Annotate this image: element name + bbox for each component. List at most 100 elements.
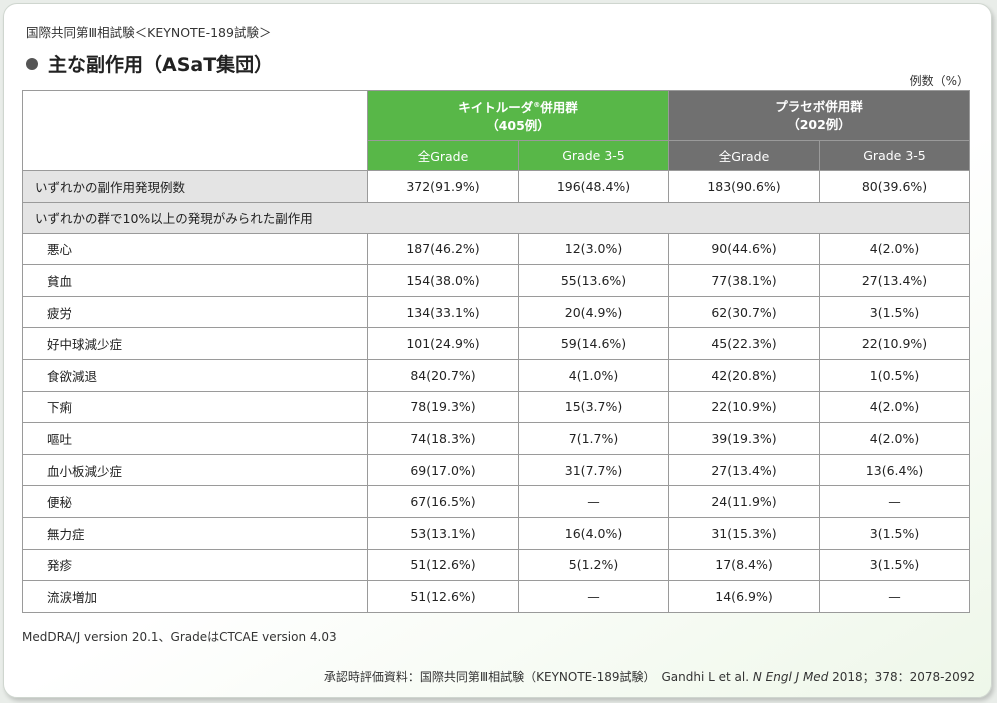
group1-suffix: 併用群 [540,100,578,116]
table-row: 下痢 78(19.3%) 15(3.7%) 22(10.9%) 4(2.0%) [22,390,971,424]
overall-g2-all: 183(90.6%) [668,170,820,203]
overall-label: いずれかの副作用発現例数 [22,170,368,203]
cell-g1-all: 53(13.1%) [367,516,519,550]
header-blank-cell [22,90,368,171]
table-row: 悪心 187(46.2%) 12(3.0%) 90(44.6%) 4(2.0%) [22,232,971,266]
adverse-events-table: キイトルーダ®併用群 （405例） プラセボ併用群 （202例） 全Grade … [21,90,971,613]
source-prefix: 承認時評価資料：国際共同第Ⅲ相試験（KEYNOTE-189試験） Gandhi … [323,670,750,684]
cell-g2-g35: 13(6.4%) [818,453,971,487]
cell-g1-all: 84(20.7%) [367,358,519,392]
source-citation: 承認時評価資料：国際共同第Ⅲ相試験（KEYNOTE-189試験） Gandhi … [324,668,975,685]
row-label: 血小板減少症 [22,453,368,487]
cell-g1-g35: — [518,580,669,613]
table-row: 疲労 134(33.1%) 20(4.9%) 62(30.7%) 3(1.5%) [22,295,971,329]
group1-name: キイトルーダ [458,100,534,116]
row-label: 貧血 [22,264,368,297]
cell-g1-all: 187(46.2%) [367,232,519,266]
cell-g1-g35: — [518,485,669,518]
overall-g2-g35: 80(39.6%) [818,170,971,203]
page-title-text: 主な副作用（ASaT集団） [48,54,274,76]
pre-title: 国際共同第Ⅲ相試験＜KEYNOTE-189試験＞ [26,25,272,40]
row-label: 下痢 [22,390,368,424]
cell-g1-all: 67(16.5%) [367,485,519,518]
group1-reg: ® [533,100,541,109]
cell-g2-g35: 4(2.0%) [818,422,971,455]
table-row: 便秘 67(16.5%) —24(11.9%) — [22,485,971,518]
cell-g1-all: 154(38.0%) [367,264,519,297]
cell-g1-g35: 55(13.6%) [518,264,669,297]
cell-g2-g35: 3(1.5%) [818,295,971,329]
bullet-icon [26,57,38,70]
cell-g2-all: 45(22.3%) [668,327,820,360]
row-label: 食欲減退 [22,358,368,392]
cell-g1-all: 51(12.6%) [367,580,519,613]
group1-n: （405例） [486,118,550,134]
cell-g1-g35: 7(1.7%) [518,422,669,455]
table-row: 好中球減少症 101(24.9%) 59(14.6%) 45(22.3%) 22(10.… [22,327,971,360]
cell-g2-g35: 4(2.0%) [818,232,971,266]
row-label: 嘔吐 [22,422,368,455]
cell-g1-all: 74(18.3%) [367,422,519,455]
cell-g2-g35: — [818,580,971,613]
row-label: 便秘 [22,485,368,518]
group2-name: プラセボ併用群 [775,98,863,114]
row-label: 無力症 [22,516,368,550]
overall-g1-all: 372(91.9%) [367,170,519,203]
cell-g2-g35: 3(1.5%) [818,516,971,550]
header-group2: プラセボ併用群 （202例） [667,90,971,141]
cell-g1-g35: 12(3.0%) [518,232,669,266]
cell-g2-all: 62(30.7%) [668,295,820,329]
table-row: 食欲減退 84(20.7%) 4(1.0%) 42(20.8%) 1(0.5%) [22,358,971,392]
row-label: 悪心 [22,232,368,266]
overall-row: いずれかの副作用発現例数 372(91.9%) 196(48.4%) 183(9… [22,170,971,203]
unit-label: 例数（%） [909,74,969,88]
cell-g2-g35: 3(1.5%) [818,548,971,582]
cell-g1-g35: 31(7.7%) [518,453,669,487]
footnote: MedDRA/J version 20.1、GradeはCTCAE versio… [22,630,337,644]
section-label: いずれかの群で10%以上の発現がみられた副作用 [21,201,971,234]
table-row: 発疹 51(12.6%) 5(1.2%) 17(8.4%) 3(1.5%) [22,548,971,582]
section-row: いずれかの群で10%以上の発現がみられた副作用 [21,201,971,234]
table-row: 血小板減少症 69(17.0%) 31(7.7%) 27(13.4%) 13(6.4%) [22,453,971,487]
header-group1: キイトルーダ®併用群 （405例） [367,90,669,141]
cell-g1-g35: 59(14.6%) [518,327,669,360]
cell-g2-all: 90(44.6%) [668,232,820,266]
cell-g2-all: 27(13.4%) [668,453,820,487]
row-label: 疲労 [22,295,368,329]
cell-g1-all: 134(33.1%) [367,295,519,329]
cell-g1-g35: 5(1.2%) [518,548,669,582]
cell-g1-g35: 4(1.0%) [518,358,669,392]
cell-g1-g35: 20(4.9%) [518,295,669,329]
group2-n: （202例） [787,116,851,132]
cell-g1-all: 51(12.6%) [367,548,519,582]
source-journal: N Engl J Med [752,670,829,684]
cell-g2-all: 77(38.1%) [668,264,820,297]
header-g2-g35: Grade 3-5 [818,140,971,171]
row-label: 好中球減少症 [22,327,368,360]
cell-g2-all: 22(10.9%) [668,390,820,424]
cell-g2-all: 31(15.3%) [668,516,820,550]
cell-g2-all: 24(11.9%) [668,485,820,518]
table-row: 嘔吐 74(18.3%) 7(1.7%) 39(19.3%) 4(2.0%) [22,422,971,455]
cell-g2-g35: 27(13.4%) [818,264,971,297]
cell-g2-all: 14(6.9%) [668,580,820,613]
source-suffix: 2018；378：2078-2092 [832,670,975,684]
cell-g1-all: 101(24.9%) [367,327,519,360]
cell-g2-g35: 22(10.9%) [818,327,971,360]
cell-g2-g35: 1(0.5%) [818,358,971,392]
cell-g2-all: 42(20.8%) [668,358,820,392]
header-g2-all: 全Grade [668,140,820,171]
page-title: 主な副作用（ASaT集団） [26,50,273,77]
header-g1-all: 全Grade [367,140,519,171]
table-row: 貧血 154(38.0%) 55(13.6%) 77(38.1%) 27(13.4%) [22,264,971,297]
cell-g2-g35: 4(2.0%) [818,390,971,424]
cell-g1-all: 78(19.3%) [367,390,519,424]
cell-g1-g35: 16(4.0%) [518,516,669,550]
table-row: 無力症 53(13.1%) 16(4.0%) 31(15.3%) 3(1.5%) [22,516,971,550]
overall-g1-g35: 196(48.4%) [518,170,669,203]
cell-g1-all: 69(17.0%) [367,453,519,487]
table-row: 流涙増加 51(12.6%) —14(6.9%) — [22,580,971,613]
cell-g2-all: 39(19.3%) [668,422,820,455]
row-label: 流涙増加 [22,580,368,613]
cell-g2-g35: — [818,485,971,518]
